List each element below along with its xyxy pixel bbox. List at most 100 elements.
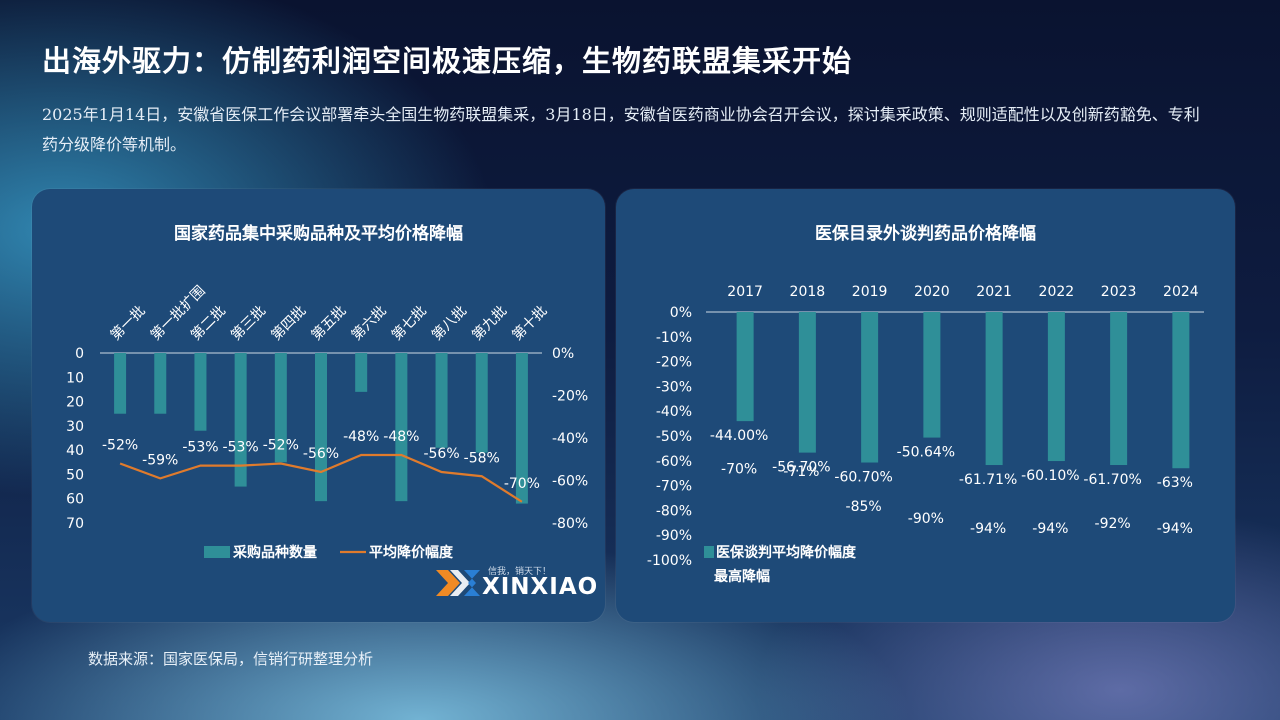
bar-data-label: -63% [1157,475,1193,491]
page-subtitle: 2025年1月14日，安徽省医保工作会议部署牵头全国生物药联盟集采，3月18日，… [42,105,1200,154]
category-label: 第八批 [428,302,470,344]
max-drop-label: -90% [908,511,944,527]
bar-data-label: -44.00% [710,428,768,444]
line-data-label: -56% [303,446,339,462]
max-drop-label: -85% [846,499,882,515]
bar-procurement-count [315,353,327,502]
bar-avg-price-drop [985,312,1003,466]
legend-swatch-bar [204,546,230,558]
legend-label-line: 平均降价幅度 [369,544,454,561]
category-label: 2022 [1039,284,1075,300]
max-drop-label: -94% [970,521,1006,537]
category-label: 第三批 [227,302,269,344]
page-title: 出海外驱力：仿制药利润空间极速压缩，生物药联盟集采开始 [42,44,853,78]
bar-data-label: -50.64% [897,445,955,461]
y-tick-label: -20% [656,355,692,371]
category-label: 2017 [727,284,763,300]
line-data-label: -52% [102,438,138,454]
y-tick-label: 30 [66,419,84,435]
bar-procurement-count [515,353,528,504]
y-tick-label: 20 [66,395,84,411]
bar-procurement-count [395,353,408,502]
legend-label-bar: 采购品种数量 [232,544,317,561]
bar-procurement-count [355,353,368,392]
chart-panel-right: 医保目录外谈判药品价格降幅 0% -10% -20% -30% -40% -50% -60%… [616,189,1235,622]
line-data-label: -53% [223,440,259,456]
y-tick-label: -10% [656,330,692,346]
y2-tick-label: -60% [552,474,588,490]
y-tick-label: -90% [656,528,692,544]
max-drop-label: -94% [1157,521,1193,537]
category-label: 第七批 [388,302,430,344]
category-label: 2024 [1163,284,1199,300]
bar-procurement-count [475,353,488,453]
y-tick-label: -50% [656,429,692,445]
line-data-label: -56% [423,446,459,462]
line-data-label: -52% [263,438,299,454]
line-data-label: -53% [182,440,218,456]
line-data-label: -48% [343,429,379,445]
bar-avg-price-drop [736,312,754,422]
category-label: 2020 [914,284,950,300]
bar-procurement-count [274,353,287,463]
max-drop-label: -92% [1095,516,1131,532]
category-label: 第五批 [308,302,350,344]
logo-slogan: 信我，销天下！ [488,567,552,577]
bar-avg-price-drop [798,312,816,453]
y-tick-label: 60 [66,492,84,508]
category-label: 2023 [1101,284,1137,300]
bar-data-label: -60.10% [1021,468,1079,484]
negotiation-chart: 0% -10% -20% -30% -40% -50% -60% -70% -80% -90% -1… [647,284,1204,585]
legend-label-max: 最高降幅 [714,568,770,585]
category-label: 2019 [852,284,888,300]
y-tick-label: 10 [66,370,84,386]
category-label: 2021 [976,284,1012,300]
y-tick-label: 70 [66,516,84,532]
logo-text: XINXIAO [482,574,599,600]
bar-procurement-count [154,353,167,414]
y-tick-label: 50 [66,467,84,483]
category-label: 第十批 [509,302,551,344]
y2-tick-label: 0% [552,346,574,362]
xinxiao-logo-icon [436,570,480,596]
y-tick-label: 0 [75,346,84,362]
chart-title-left: 国家药品集中采购品种及平均价格降幅 [174,224,463,244]
y2-tick-label: -40% [552,431,588,447]
y-tick-label: 0% [670,305,692,321]
bar-avg-price-drop [1110,312,1128,466]
line-avg-price-drop [119,453,523,503]
bar-procurement-count [194,353,207,431]
y-tick-label: -70% [656,479,692,495]
line-data-label: -70% [504,476,540,492]
data-source: 数据来源：国家医保局，信销行研整理分析 [88,650,374,668]
max-drop-label: -94% [1032,521,1068,537]
category-label: 2018 [790,284,826,300]
y2-tick-label: -80% [552,516,588,532]
y2-tick-label: -20% [552,389,588,405]
max-drop-label: -70% [721,462,757,478]
category-label: 第九批 [469,302,511,344]
category-label: 第四批 [268,302,310,344]
y-tick-label: -30% [656,379,692,395]
brand-logo: 信我，销天下！ XINXIAO [430,560,600,604]
bar-avg-price-drop [923,312,941,438]
line-data-label: -59% [142,452,178,468]
y-tick-label: 40 [66,443,84,459]
bar-data-label: -60.70% [834,470,892,486]
y-tick-label: -60% [656,454,692,470]
category-label: 第一批 [107,302,149,344]
bar-procurement-count [114,353,127,414]
chart-title-right: 医保目录外谈判药品价格降幅 [815,224,1036,244]
max-drop-label: -71% [783,464,819,480]
y-tick-label: -100% [647,553,692,569]
line-data-label: -58% [464,450,500,466]
bar-data-label: -61.71% [959,472,1017,488]
bar-avg-price-drop [1172,312,1190,469]
y-tick-label: -40% [656,404,692,420]
legend-label-bar: 医保谈判平均降价幅度 [716,544,857,561]
bar-data-label: -61.70% [1083,472,1141,488]
category-label: 第六批 [348,302,390,344]
y-tick-label: -80% [656,503,692,519]
bar-data-label: -56.70% [772,460,830,476]
